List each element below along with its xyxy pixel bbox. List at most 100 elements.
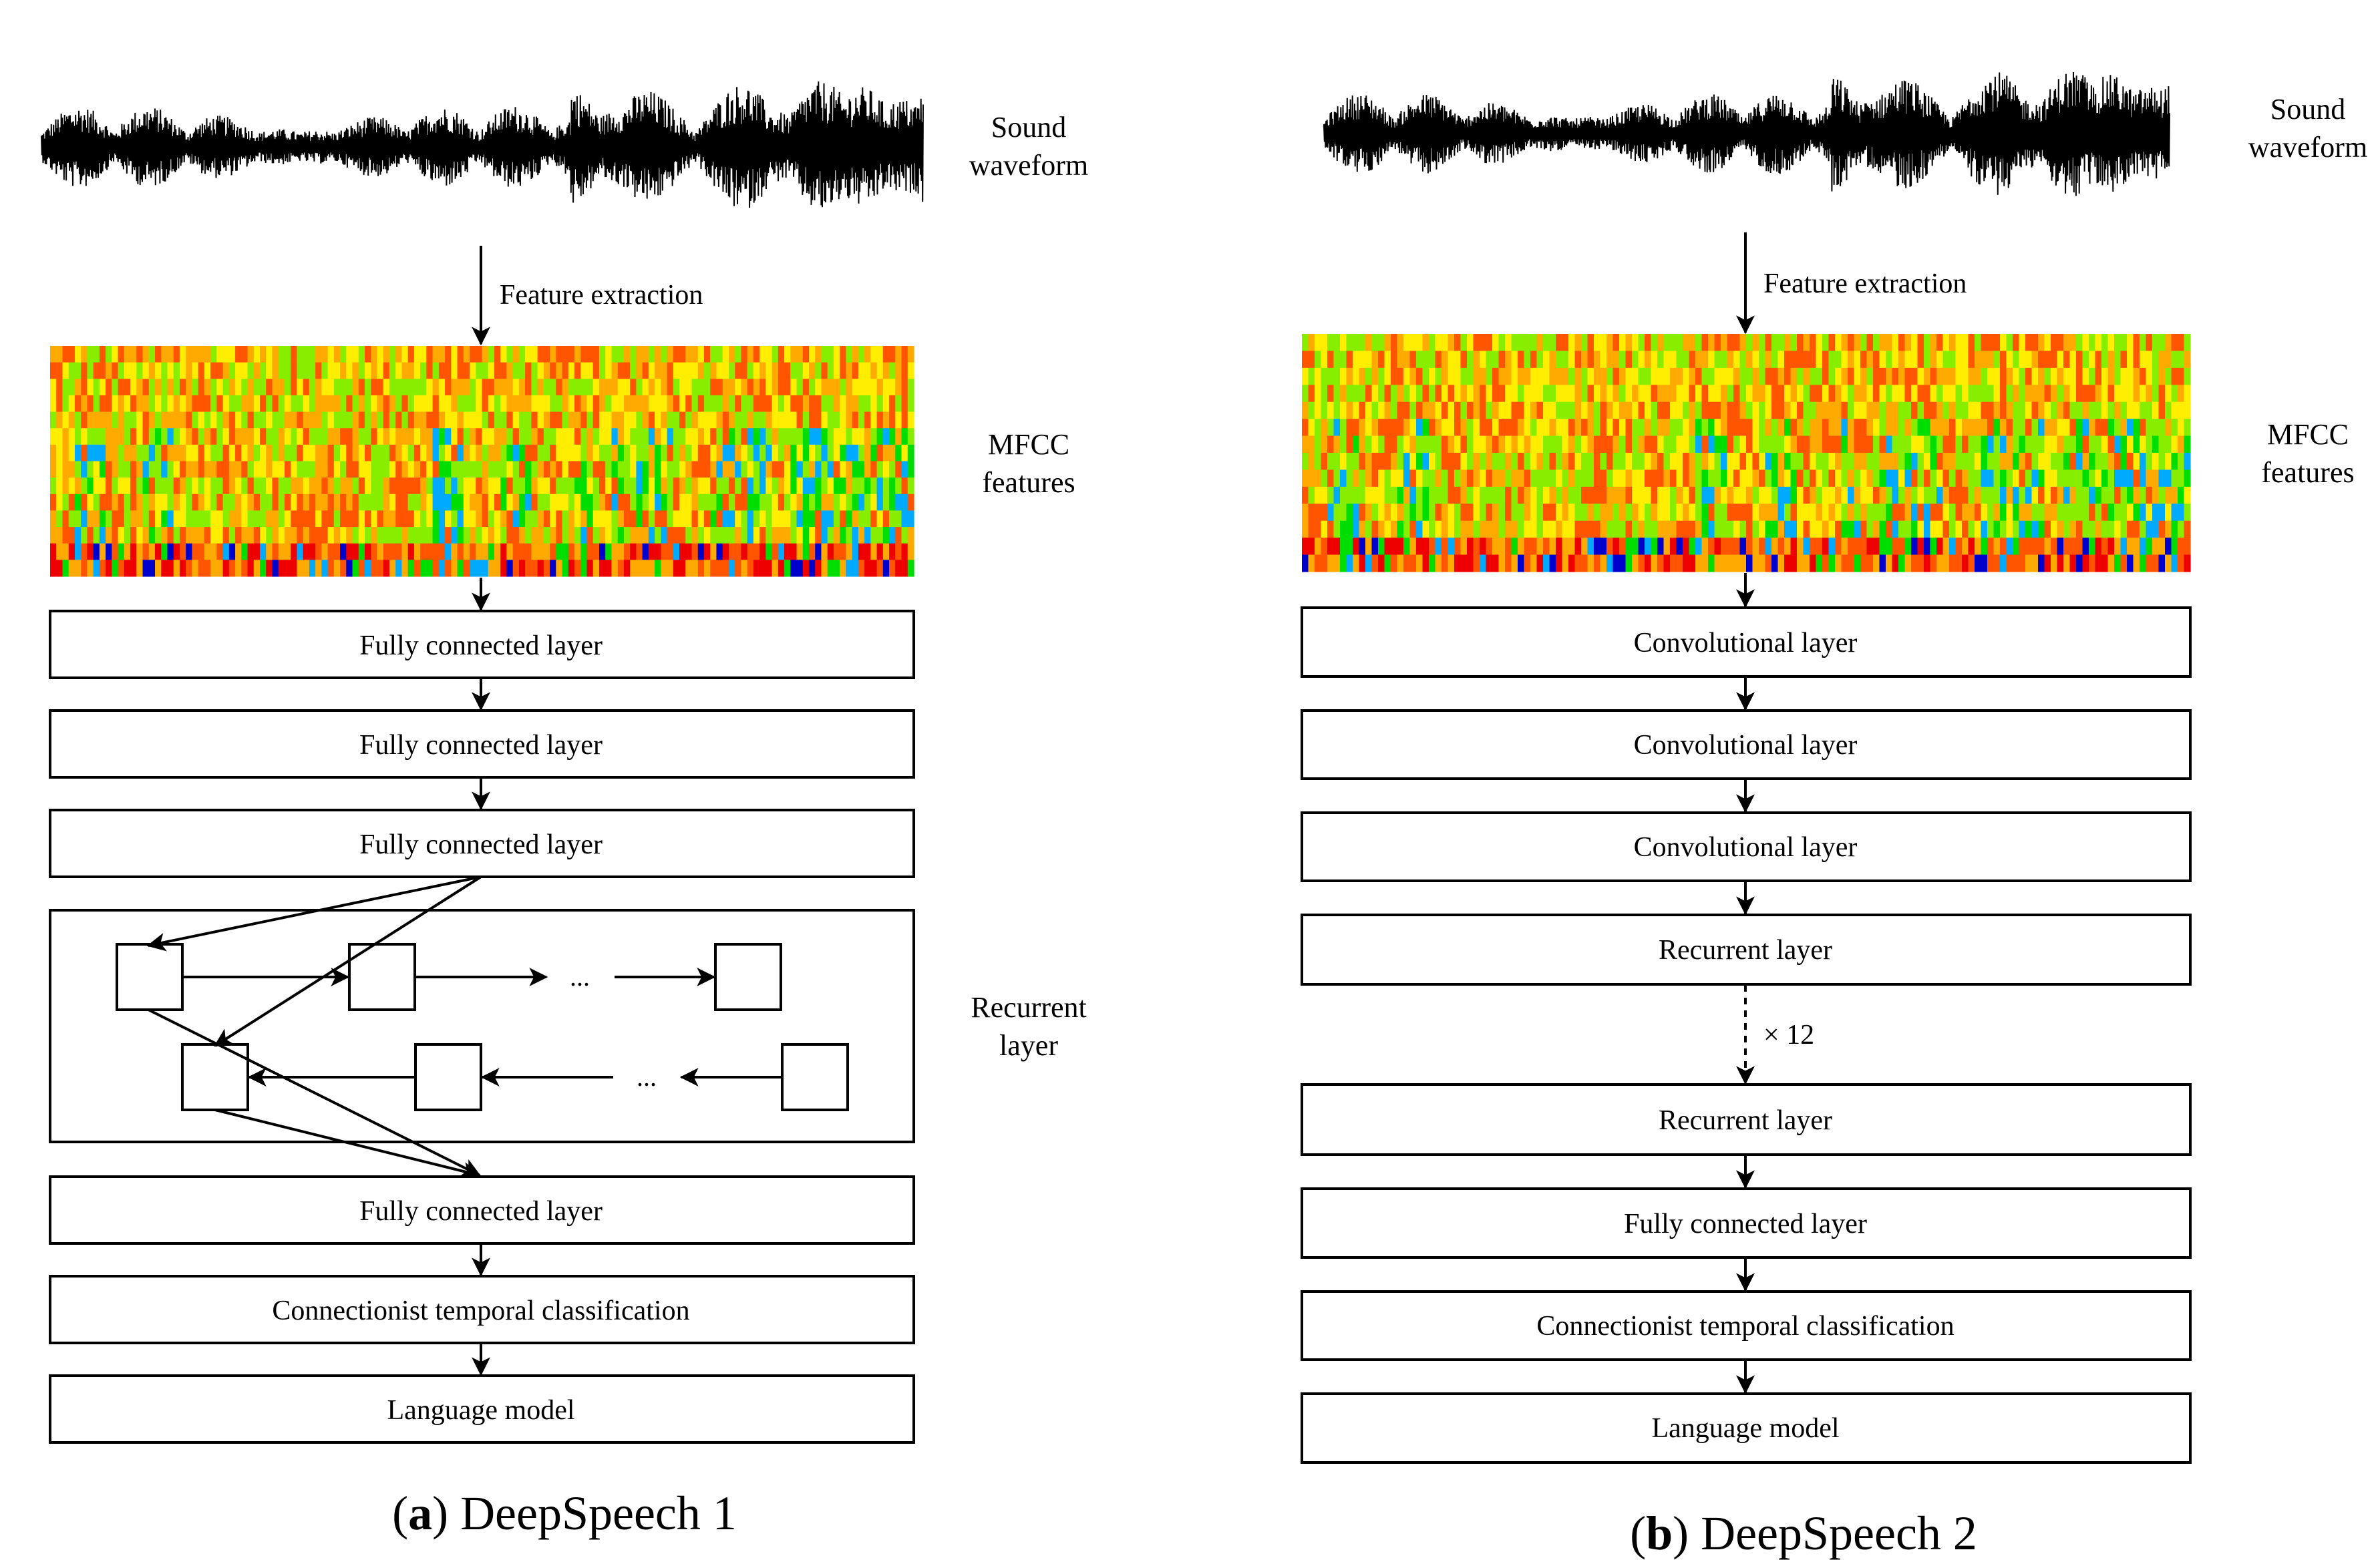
mfcc-cell bbox=[272, 362, 279, 379]
mfcc-cell bbox=[543, 477, 550, 495]
mfcc-cell bbox=[1638, 469, 1645, 487]
mfcc-cell bbox=[772, 362, 779, 379]
mfcc-cell bbox=[216, 346, 224, 363]
mfcc-cell bbox=[1454, 504, 1462, 522]
mfcc-cell bbox=[1625, 504, 1633, 522]
mfcc-cell bbox=[1701, 419, 1709, 437]
mfcc-cell bbox=[790, 428, 798, 445]
mfcc-cell bbox=[371, 362, 378, 379]
mfcc-cell bbox=[617, 411, 625, 429]
layer-label-fully-connected-3-a: Fully connected layer bbox=[359, 829, 603, 860]
mfcc-cell bbox=[667, 362, 674, 379]
mfcc-cell bbox=[1473, 469, 1480, 487]
mfcc-cell bbox=[1467, 435, 1474, 453]
mfcc-cell bbox=[1777, 504, 1785, 522]
mfcc-cell bbox=[438, 379, 446, 396]
mfcc-cell bbox=[790, 477, 798, 495]
mfcc-cell bbox=[796, 494, 804, 512]
mfcc-cell bbox=[1683, 385, 1690, 403]
mfcc-cell bbox=[1315, 453, 1322, 471]
mfcc-cell bbox=[1911, 385, 1918, 403]
mfcc-cell bbox=[247, 444, 254, 462]
mfcc-cell bbox=[1936, 554, 1944, 572]
mfcc-cell bbox=[876, 379, 884, 396]
mfcc-cell bbox=[2057, 385, 2064, 403]
mfcc-cell bbox=[118, 494, 125, 512]
mfcc-cell bbox=[846, 494, 853, 512]
mfcc-cell bbox=[2120, 435, 2128, 453]
mfcc-cell bbox=[50, 560, 57, 577]
mfcc-cell bbox=[630, 510, 637, 528]
mfcc-cell bbox=[550, 411, 556, 429]
mfcc-cell bbox=[790, 395, 798, 413]
mfcc-cell bbox=[685, 362, 693, 379]
mfcc-cell bbox=[562, 494, 569, 512]
mfcc-cell bbox=[611, 444, 619, 462]
mfcc-cell bbox=[1975, 486, 1982, 504]
mfcc-cell bbox=[1448, 401, 1455, 419]
mfcc-cell bbox=[722, 543, 729, 560]
mfcc-cell bbox=[1524, 469, 1531, 487]
mfcc-cell bbox=[315, 379, 322, 396]
mfcc-cell bbox=[241, 428, 248, 445]
layer-label-convolutional-3-b: Convolutional layer bbox=[1634, 832, 1858, 863]
mfcc-cell bbox=[1638, 367, 1645, 385]
mfcc-cell bbox=[432, 527, 440, 544]
mfcc-cell bbox=[1904, 419, 1912, 437]
mfcc-cell bbox=[679, 461, 686, 478]
mfcc-cell bbox=[1467, 520, 1474, 538]
mfcc-cell bbox=[241, 494, 248, 512]
mfcc-cell bbox=[500, 494, 508, 512]
mfcc-cell bbox=[907, 346, 914, 363]
mfcc-cell bbox=[1498, 334, 1506, 352]
mfcc-cell bbox=[1942, 385, 1950, 403]
mfcc-cell bbox=[2076, 504, 2083, 522]
mfcc-cell bbox=[1930, 334, 1937, 352]
mfcc-cell bbox=[352, 543, 359, 560]
mfcc-cell bbox=[562, 428, 569, 445]
mfcc-cell bbox=[512, 428, 520, 445]
mfcc-cell bbox=[815, 395, 822, 413]
mfcc-cell bbox=[161, 543, 168, 560]
mfcc-cell bbox=[407, 444, 415, 462]
mfcc-cell bbox=[1606, 419, 1614, 437]
mfcc-cell bbox=[106, 411, 112, 429]
mfcc-cell bbox=[93, 379, 100, 396]
mfcc-cell bbox=[882, 461, 890, 478]
mfcc-cell bbox=[106, 346, 112, 363]
mfcc-cell bbox=[759, 510, 766, 528]
mfcc-cell bbox=[93, 362, 100, 379]
mfcc-cell bbox=[284, 428, 291, 445]
mfcc-cell bbox=[1638, 486, 1645, 504]
mfcc-cell bbox=[747, 362, 754, 379]
mfcc-cell bbox=[716, 543, 723, 560]
mfcc-cell bbox=[1930, 419, 1937, 437]
mfcc-cell bbox=[1771, 351, 1779, 369]
mfcc-cell bbox=[661, 346, 668, 363]
mfcc-cell bbox=[2120, 469, 2128, 487]
mfcc-cell bbox=[1784, 554, 1792, 572]
mfcc-cell bbox=[623, 543, 631, 560]
layer-box-language-model-a bbox=[49, 1374, 915, 1444]
mfcc-cell bbox=[685, 379, 693, 396]
mfcc-cell bbox=[284, 477, 291, 495]
mfcc-cell bbox=[1371, 486, 1379, 504]
mfcc-cell bbox=[2146, 419, 2153, 437]
mfcc-cell bbox=[1784, 385, 1792, 403]
mfcc-cell bbox=[1828, 385, 1836, 403]
mfcc-cell bbox=[445, 411, 452, 429]
mfcc-cell bbox=[1391, 435, 1398, 453]
mfcc-cell bbox=[648, 411, 655, 429]
mfcc-cell bbox=[352, 395, 359, 413]
mfcc-cell bbox=[2031, 385, 2039, 403]
mfcc-cell bbox=[1810, 367, 1817, 385]
mfcc-cell bbox=[858, 527, 865, 544]
mfcc-cell bbox=[1670, 334, 1677, 352]
mfcc-cell bbox=[1854, 334, 1861, 352]
mfcc-cell bbox=[1619, 367, 1627, 385]
mfcc-cell bbox=[1359, 401, 1366, 419]
mfcc-cell bbox=[1613, 504, 1620, 522]
mfcc-cell bbox=[697, 461, 705, 478]
mfcc-cell bbox=[1454, 334, 1462, 352]
